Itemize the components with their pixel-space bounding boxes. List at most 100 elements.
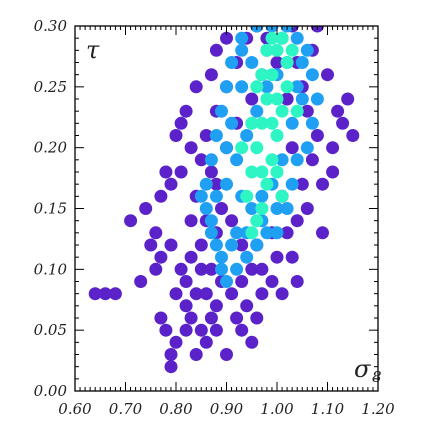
data-point-series-1 — [169, 287, 183, 301]
data-point-series-1 — [124, 214, 138, 228]
data-point-series-2 — [260, 80, 274, 94]
data-point-series-1 — [144, 238, 158, 252]
data-point-series-1 — [204, 262, 218, 276]
data-point-series-1 — [310, 129, 324, 142]
data-point-series-1 — [305, 153, 319, 167]
data-point-series-1 — [270, 250, 284, 264]
data-point-series-1 — [204, 68, 218, 82]
data-point-series-1 — [215, 202, 228, 215]
data-point-series-3 — [280, 56, 294, 69]
data-point-series-2 — [204, 153, 218, 167]
data-point-series-1 — [159, 165, 173, 179]
data-point-series-3 — [265, 68, 279, 82]
data-point-series-1 — [316, 177, 329, 191]
data-point-series-1 — [184, 141, 198, 155]
data-point-series-2 — [204, 226, 218, 240]
data-point-series-1 — [154, 250, 168, 264]
data-point-series-2 — [290, 153, 304, 167]
data-point-series-2 — [270, 202, 284, 215]
y-axis-label: τ — [86, 36, 100, 64]
data-point-series-1 — [280, 226, 294, 240]
data-point-series-2 — [250, 104, 264, 118]
data-point-series-1 — [194, 153, 208, 167]
data-point-series-1 — [179, 299, 193, 313]
data-point-series-1 — [326, 141, 340, 155]
data-point-series-2 — [290, 80, 304, 94]
data-point-series-1 — [184, 214, 198, 228]
data-point-series-1 — [204, 165, 218, 179]
data-point-series-2 — [230, 262, 244, 276]
data-point-series-2 — [204, 214, 218, 228]
data-point-series-1 — [164, 348, 178, 361]
data-point-series-1 — [255, 262, 269, 276]
data-point-series-3 — [270, 129, 284, 142]
data-point-series-3 — [240, 189, 254, 203]
data-point-series-1 — [285, 250, 299, 264]
data-point-series-1 — [275, 287, 289, 301]
data-point-series-2 — [209, 189, 223, 203]
data-point-series-2 — [310, 92, 324, 106]
data-point-series-2 — [220, 275, 233, 288]
y-tick-label: 0.05 — [34, 321, 67, 339]
y-tick-label: 0.20 — [34, 139, 68, 157]
data-point-series-1 — [174, 262, 188, 276]
data-point-series-1 — [235, 275, 249, 288]
data-point-series-3 — [275, 31, 289, 45]
data-point-series-3 — [265, 116, 279, 130]
data-point-series-3 — [250, 141, 264, 155]
data-point-series-2 — [255, 189, 269, 203]
data-point-series-1 — [265, 275, 279, 288]
data-point-series-1 — [169, 129, 183, 142]
data-point-series-3 — [265, 31, 279, 45]
data-point-series-1 — [184, 311, 198, 325]
x-tick-label: 1.10 — [311, 400, 345, 418]
data-point-series-1 — [189, 287, 203, 301]
data-point-series-2 — [275, 153, 289, 167]
data-point-series-2 — [280, 202, 294, 215]
data-point-series-2 — [240, 129, 254, 142]
data-point-series-1 — [300, 202, 314, 215]
data-point-series-1 — [98, 287, 112, 301]
data-point-series-3 — [265, 153, 279, 167]
points-layer — [88, 26, 360, 374]
data-point-series-1 — [225, 214, 239, 228]
data-point-series-1 — [149, 226, 163, 240]
data-point-series-1 — [139, 202, 153, 215]
data-point-series-1 — [290, 275, 304, 288]
data-point-series-1 — [189, 80, 203, 94]
data-point-series-2 — [260, 226, 274, 240]
data-point-series-3 — [255, 68, 269, 82]
data-point-series-3 — [245, 165, 259, 179]
data-point-series-1 — [245, 262, 259, 276]
data-point-series-1 — [174, 116, 188, 130]
data-point-series-1 — [285, 141, 299, 155]
data-point-series-2 — [270, 226, 284, 240]
data-point-series-1 — [209, 177, 223, 191]
data-point-series-1 — [280, 92, 294, 106]
data-point-series-2 — [215, 262, 228, 276]
data-point-series-2 — [300, 141, 314, 155]
x-tick-label: 0.90 — [210, 400, 244, 418]
x-tick-label: 0.60 — [58, 400, 92, 418]
data-point-series-3 — [285, 43, 299, 57]
y-tick-label: 0.10 — [34, 260, 68, 278]
y-tick-label: 0.30 — [34, 17, 68, 35]
data-point-series-1 — [346, 129, 360, 142]
data-point-series-3 — [255, 202, 269, 215]
data-point-series-1 — [199, 129, 213, 142]
data-point-series-1 — [220, 31, 233, 45]
data-point-series-1 — [169, 335, 183, 349]
data-point-series-1 — [194, 238, 208, 252]
data-point-series-2 — [220, 177, 233, 191]
data-point-series-3 — [275, 104, 289, 118]
data-point-series-2 — [230, 153, 244, 167]
tick-labels: 0.60 0.70 0.80 0.90 1.00 1.10 1.20 0.00 0.05 0.10… — [34, 17, 396, 418]
data-point-series-1 — [290, 214, 304, 228]
x-tick-label: 0.80 — [159, 400, 193, 418]
data-point-series-1 — [194, 262, 208, 276]
data-point-series-2 — [305, 116, 319, 130]
y-tick-label: 0.25 — [34, 78, 67, 96]
data-point-series-3 — [260, 92, 274, 106]
data-point-series-1 — [341, 92, 355, 106]
